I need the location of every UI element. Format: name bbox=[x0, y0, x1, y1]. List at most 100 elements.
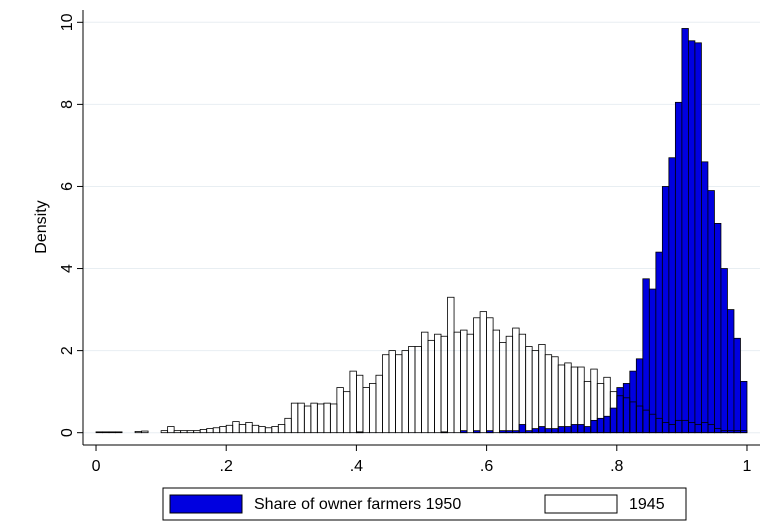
histogram-bar bbox=[740, 430, 748, 434]
histogram-bar bbox=[186, 430, 195, 434]
x-tick-label: .8 bbox=[610, 458, 623, 475]
histogram-bar bbox=[167, 426, 175, 434]
histogram-bar bbox=[609, 407, 618, 434]
histogram-bar bbox=[577, 424, 585, 434]
histogram-bar bbox=[193, 430, 201, 434]
histogram-bar bbox=[206, 428, 214, 434]
histogram-bar bbox=[303, 405, 312, 434]
histogram-bar bbox=[544, 428, 553, 434]
x-tick-label: 1 bbox=[743, 458, 752, 475]
histogram-bar bbox=[473, 317, 481, 434]
histogram-bar bbox=[479, 311, 487, 434]
histogram-bar bbox=[160, 430, 169, 434]
histogram-bar bbox=[336, 387, 344, 434]
y-tick-label: 0 bbox=[59, 428, 76, 437]
histogram-bar bbox=[544, 354, 553, 434]
x-tick-label: 0 bbox=[92, 458, 101, 475]
histogram-bar bbox=[525, 346, 533, 434]
histogram-bar bbox=[395, 354, 403, 434]
histogram-bar bbox=[733, 337, 741, 434]
histogram-bar bbox=[180, 430, 188, 434]
histogram-bar bbox=[173, 430, 182, 434]
legend-swatch bbox=[544, 494, 618, 514]
histogram-bar bbox=[538, 344, 546, 434]
histogram-bar bbox=[290, 402, 299, 434]
histogram-bar bbox=[408, 346, 416, 434]
histogram-bar bbox=[212, 427, 221, 434]
histogram-bar bbox=[388, 350, 396, 434]
histogram-bar bbox=[714, 222, 722, 434]
histogram-bar bbox=[518, 424, 527, 434]
histogram-bar bbox=[674, 101, 683, 434]
histogram-bar bbox=[622, 383, 631, 434]
histogram-bar bbox=[219, 426, 227, 434]
histogram-bar bbox=[583, 426, 592, 434]
histogram-bar bbox=[720, 268, 728, 434]
histogram-bar bbox=[134, 431, 142, 434]
histogram-bar bbox=[596, 417, 605, 434]
histogram-bar bbox=[577, 366, 585, 434]
histogram-bar bbox=[342, 391, 351, 434]
histogram-bar bbox=[310, 402, 318, 434]
histogram-bar bbox=[727, 309, 735, 434]
histogram-bar bbox=[668, 157, 676, 434]
histogram-bar bbox=[401, 350, 409, 434]
histogram-bar bbox=[590, 419, 598, 434]
legend-label: Share of owner farmers 1950 bbox=[254, 496, 461, 513]
histogram-bar bbox=[414, 346, 422, 434]
histogram-bar bbox=[284, 417, 292, 434]
histogram-bar bbox=[687, 40, 696, 434]
y-tick-label: 8 bbox=[59, 100, 76, 109]
histogram-bar bbox=[499, 342, 507, 434]
histogram-bar bbox=[251, 424, 260, 434]
histogram-bar bbox=[264, 427, 273, 434]
x-tick-label: .4 bbox=[350, 458, 363, 475]
histogram-bar bbox=[329, 403, 338, 434]
histogram-bar bbox=[232, 421, 240, 434]
histogram-bar bbox=[551, 356, 559, 434]
histogram-bar bbox=[551, 428, 559, 434]
histogram-bar bbox=[323, 402, 331, 434]
histogram-bar bbox=[648, 288, 657, 434]
histogram-bar bbox=[434, 333, 442, 434]
histogram-bar bbox=[271, 426, 279, 434]
histogram-bar bbox=[564, 362, 572, 434]
histogram-bar bbox=[531, 350, 540, 434]
histogram-bar bbox=[661, 186, 670, 434]
histogram-bar bbox=[460, 329, 468, 434]
histogram-bar bbox=[369, 383, 377, 434]
y-tick-label: 2 bbox=[59, 346, 76, 355]
y-tick-label: 10 bbox=[59, 13, 76, 31]
histogram-bar bbox=[225, 424, 234, 434]
histogram-bar bbox=[245, 422, 253, 434]
y-tick-label: 6 bbox=[59, 182, 76, 191]
histogram-bar bbox=[603, 415, 611, 434]
histogram-bar bbox=[258, 426, 266, 434]
legend-swatch bbox=[169, 494, 243, 514]
histogram-bar bbox=[538, 426, 546, 434]
histogram-bar bbox=[642, 278, 650, 434]
histogram-bar bbox=[681, 28, 689, 434]
histogram-bar bbox=[356, 374, 364, 434]
histogram-bar bbox=[375, 374, 383, 434]
histogram-bar bbox=[492, 329, 501, 434]
histogram-bar bbox=[635, 358, 644, 434]
histogram-bar bbox=[362, 387, 370, 434]
histogram-bar bbox=[277, 424, 286, 434]
histogram-bar bbox=[453, 331, 461, 434]
histogram-bar bbox=[570, 366, 579, 434]
histogram-bar bbox=[115, 431, 123, 434]
legend-label: 1945 bbox=[629, 496, 665, 513]
histogram-bar bbox=[557, 426, 566, 434]
histogram-bar bbox=[740, 380, 748, 434]
histogram-bar bbox=[297, 402, 305, 434]
histogram-bar bbox=[427, 339, 435, 434]
histogram-bar bbox=[141, 430, 149, 434]
histogram-bar bbox=[557, 364, 566, 434]
histogram-bar bbox=[701, 161, 709, 434]
histogram-bar bbox=[316, 403, 325, 434]
histogram-bar bbox=[570, 424, 579, 434]
histogram-bar bbox=[564, 426, 572, 434]
histogram-bar bbox=[466, 333, 474, 434]
